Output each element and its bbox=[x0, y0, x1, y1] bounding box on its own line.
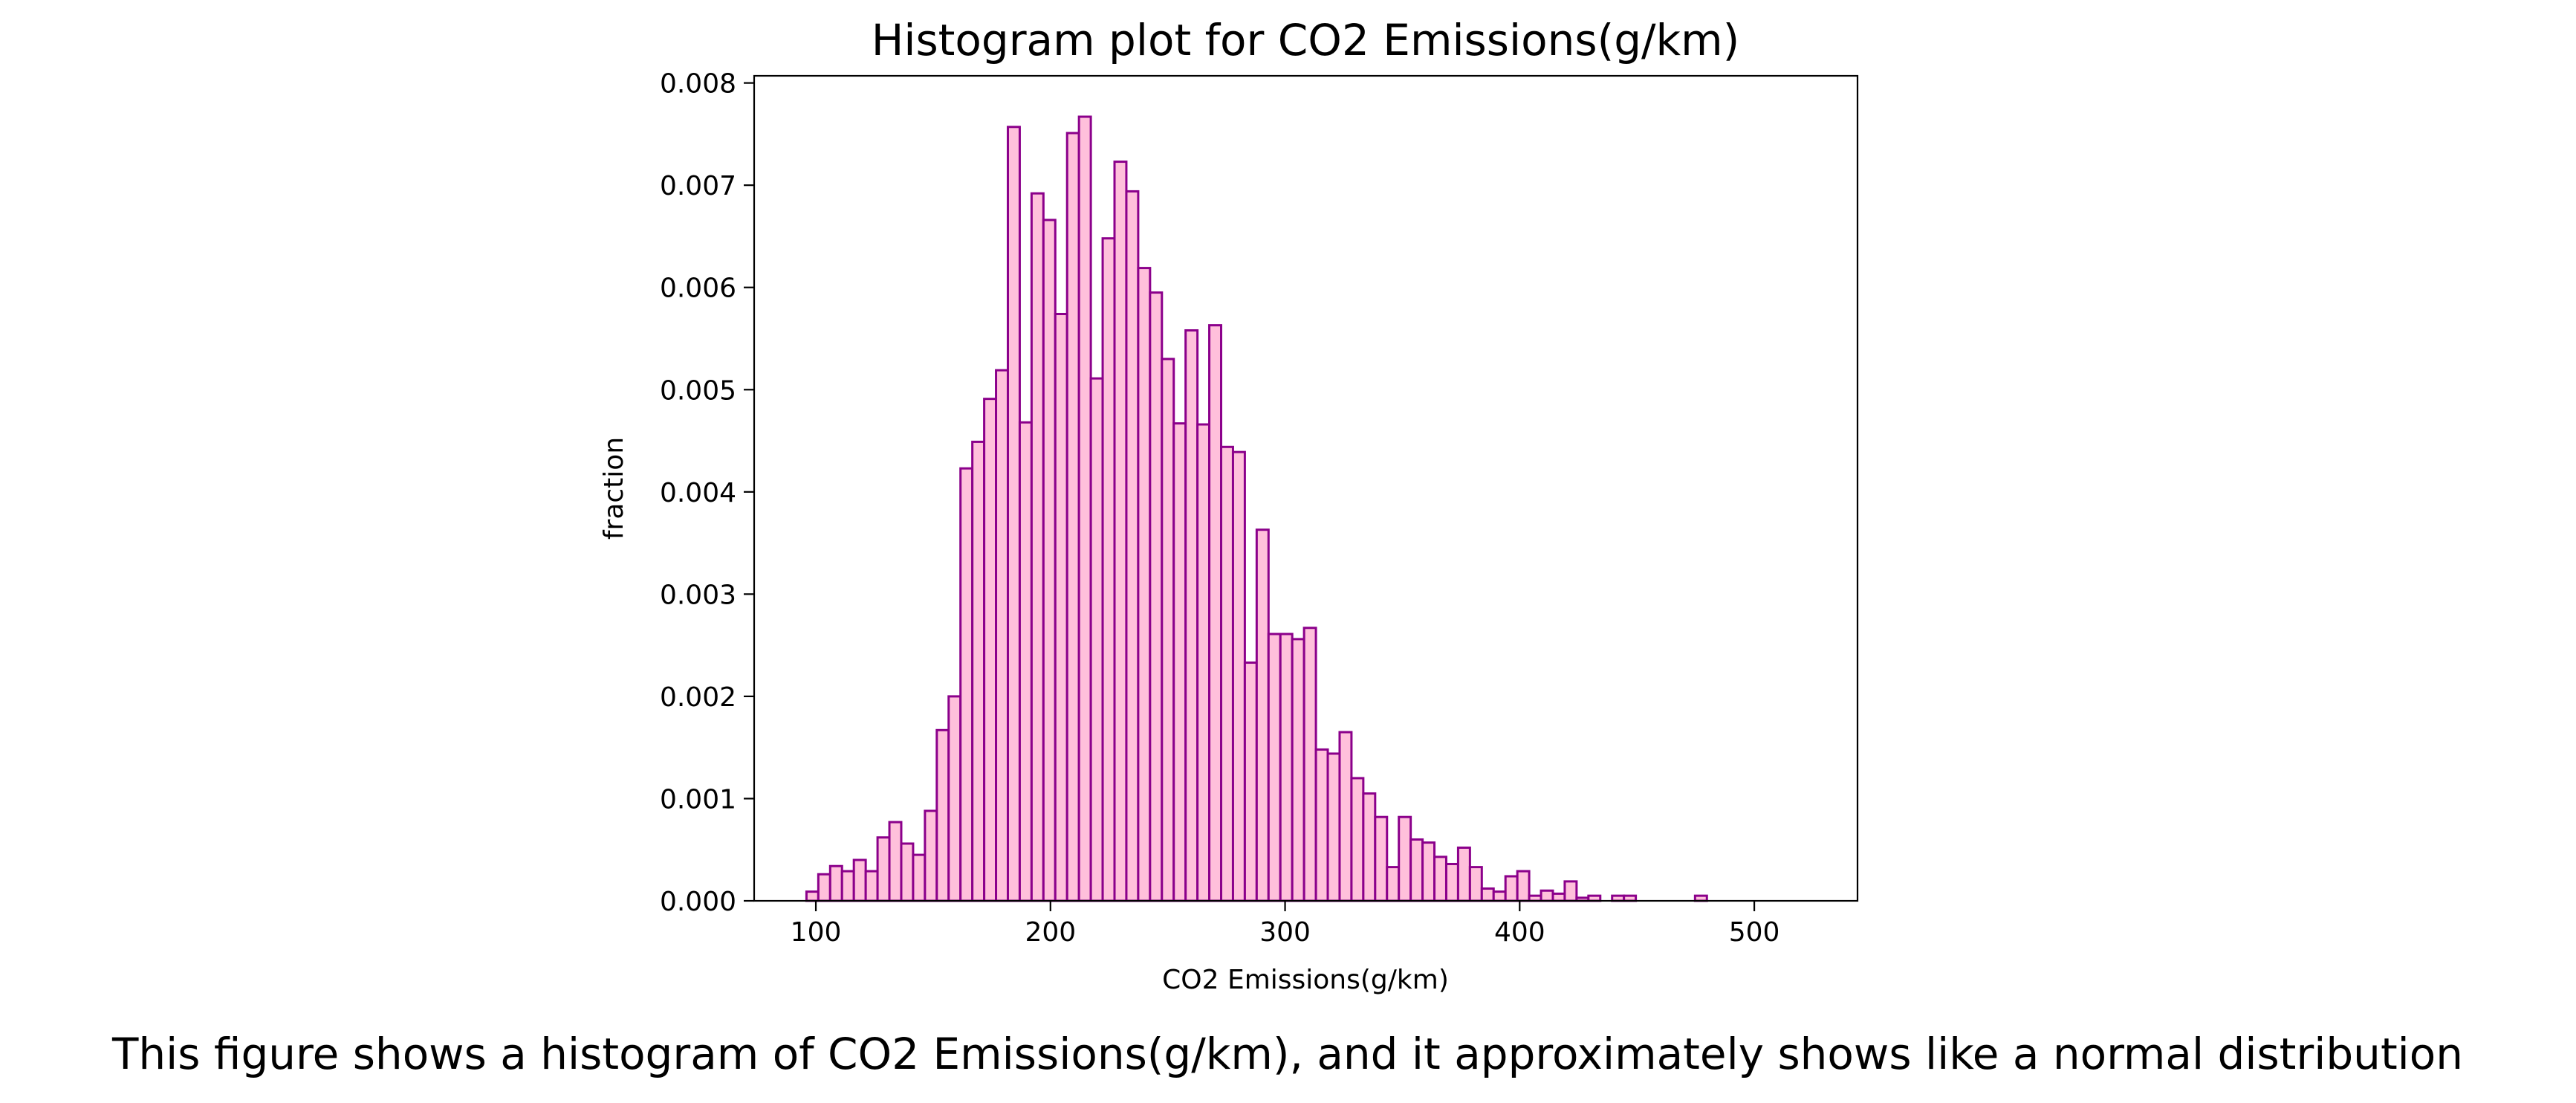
histogram-bar bbox=[924, 809, 938, 902]
figure-caption: This figure shows a histogram of CO2 Emi… bbox=[111, 1029, 2463, 1079]
histogram-bar bbox=[1137, 267, 1152, 902]
y-tick-label: 0.003 bbox=[660, 580, 736, 610]
histogram-bar bbox=[1350, 777, 1365, 902]
histogram-bar bbox=[1362, 792, 1377, 902]
histogram-bar bbox=[1054, 312, 1068, 902]
histogram-bar bbox=[1338, 731, 1353, 902]
y-tick-label: 0.008 bbox=[660, 69, 736, 100]
histogram-bar bbox=[1077, 115, 1092, 902]
histogram-bar bbox=[1456, 846, 1471, 902]
histogram-bar bbox=[1374, 815, 1389, 902]
histogram-bar bbox=[840, 870, 855, 902]
y-tick-label: 0.007 bbox=[660, 171, 736, 201]
histogram-bar bbox=[1504, 875, 1519, 902]
histogram-bar bbox=[1302, 627, 1317, 902]
histogram-bar bbox=[1042, 219, 1057, 902]
histogram-bar bbox=[1492, 890, 1507, 902]
histogram-bar bbox=[852, 858, 867, 902]
x-tick-label: 400 bbox=[1494, 917, 1545, 948]
histogram-bar bbox=[1267, 633, 1282, 902]
histogram-bar bbox=[1421, 841, 1436, 902]
histogram-bar bbox=[1444, 862, 1459, 902]
histogram-bar bbox=[1018, 421, 1033, 902]
histogram-bar bbox=[1243, 662, 1258, 902]
histogram-bar bbox=[1184, 329, 1199, 902]
y-tick-label: 0.000 bbox=[660, 887, 736, 917]
histogram-bar bbox=[1125, 190, 1140, 902]
plot-frame bbox=[753, 74, 1859, 902]
histogram-bar bbox=[971, 440, 986, 902]
histogram-bar bbox=[1113, 161, 1128, 902]
histogram-bar bbox=[1409, 838, 1424, 902]
histogram-bar bbox=[947, 695, 962, 902]
histogram-bar bbox=[817, 873, 831, 902]
y-tick-label: 0.002 bbox=[660, 682, 736, 713]
x-tick-label: 500 bbox=[1729, 917, 1780, 948]
x-axis-ticks: 100 200 300 400 500 bbox=[791, 901, 1780, 948]
histogram-bar bbox=[1065, 132, 1080, 902]
histogram-bar bbox=[1551, 892, 1566, 902]
x-tick-label: 300 bbox=[1259, 917, 1311, 948]
histogram-bar bbox=[1208, 324, 1223, 902]
y-tick-label: 0.004 bbox=[660, 478, 736, 508]
histogram-bar bbox=[935, 728, 950, 902]
histogram-bar bbox=[1433, 855, 1447, 902]
histogram-bar bbox=[959, 467, 974, 902]
histogram-bar bbox=[1386, 866, 1401, 902]
y-tick-label: 0.001 bbox=[660, 784, 736, 815]
histogram-bar bbox=[1006, 126, 1021, 902]
histogram-bar bbox=[1468, 866, 1483, 902]
histogram-bar bbox=[1220, 445, 1234, 902]
histogram-bar bbox=[1398, 815, 1412, 902]
histogram-bar bbox=[876, 836, 891, 902]
histogram-bar bbox=[1030, 192, 1045, 902]
histogram-bar bbox=[864, 870, 879, 902]
y-axis-label: fraction bbox=[599, 437, 629, 540]
histogram-bar bbox=[888, 821, 903, 902]
y-tick-label: 0.006 bbox=[660, 274, 736, 304]
y-axis-ticks: 0.000 0.001 0.002 0.003 0.004 0.005 0.006 0.007… bbox=[660, 69, 754, 917]
histogram-bar bbox=[983, 398, 998, 902]
y-tick-label: 0.005 bbox=[660, 375, 736, 406]
histogram-bar bbox=[1196, 423, 1211, 902]
histogram-bar bbox=[1255, 528, 1270, 902]
histogram-bar bbox=[1326, 752, 1341, 902]
histogram-bar bbox=[912, 853, 927, 902]
histogram-bar bbox=[805, 890, 820, 902]
histogram-bar bbox=[1291, 638, 1305, 902]
histogram-bar bbox=[1563, 880, 1578, 902]
histogram-bar bbox=[1149, 291, 1164, 902]
chart-title: Histogram plot for CO2 Emissions(g/km) bbox=[872, 15, 1740, 65]
histogram-bar bbox=[828, 864, 843, 902]
histogram-bar bbox=[1540, 889, 1554, 902]
histogram-bar bbox=[900, 842, 915, 902]
histogram-bar bbox=[995, 369, 1009, 902]
x-axis-label: CO2 Emissions(g/km) bbox=[1162, 965, 1449, 995]
histogram-bar bbox=[1101, 237, 1116, 902]
histogram-bar bbox=[1279, 633, 1294, 902]
x-tick-label: 200 bbox=[1025, 917, 1076, 948]
histogram-bar bbox=[1516, 870, 1531, 902]
histogram-bar bbox=[1172, 422, 1187, 902]
histogram-bar bbox=[1480, 887, 1495, 902]
histogram-bar bbox=[1231, 450, 1246, 902]
x-tick-label: 100 bbox=[791, 917, 842, 948]
histogram-bar bbox=[1089, 377, 1104, 902]
histogram-bar bbox=[1314, 748, 1329, 902]
histogram-bar bbox=[1161, 358, 1175, 902]
histogram-bars bbox=[805, 115, 1708, 902]
